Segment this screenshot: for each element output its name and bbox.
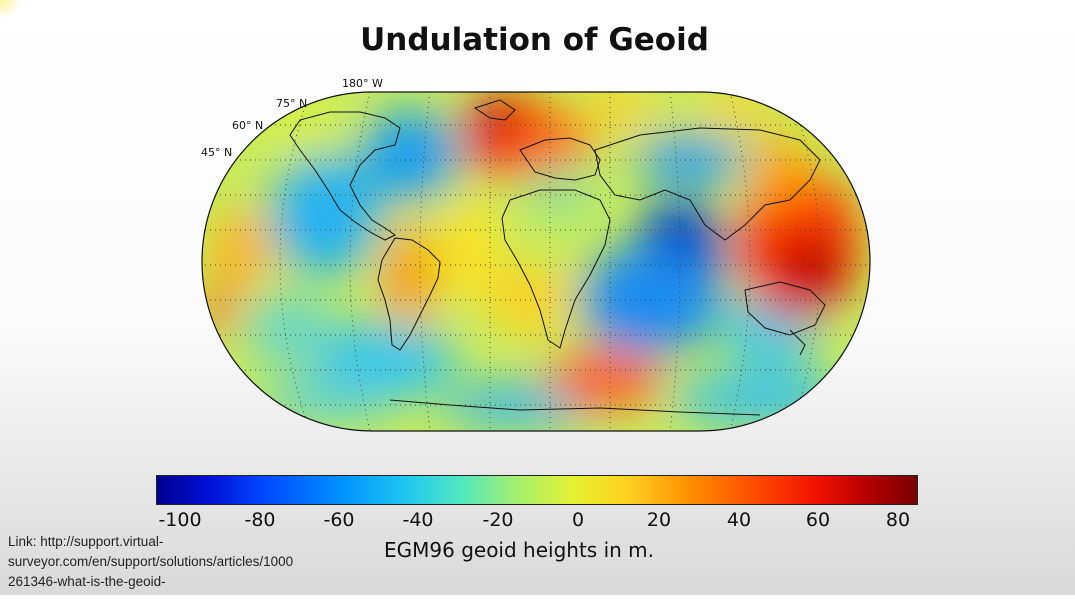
source-link-line[interactable]: surveyor.com/en/support/solutions/articl… bbox=[8, 554, 294, 569]
colorbar-tick: 20 bbox=[646, 509, 672, 531]
longitude-label: 180° W bbox=[342, 77, 383, 90]
colorbar-tick: 60 bbox=[805, 509, 831, 531]
map-border bbox=[201, 91, 871, 432]
coastlines bbox=[289, 99, 826, 416]
colorbar-tick: -20 bbox=[482, 509, 514, 531]
colorbar-tick: -40 bbox=[402, 509, 434, 531]
colorbar-tick: 40 bbox=[726, 509, 752, 531]
graticule bbox=[202, 92, 870, 431]
source-link-line[interactable]: Link: http://support.virtual- bbox=[8, 534, 164, 549]
latitude-label-60: 60° N bbox=[232, 119, 264, 132]
geoid-field bbox=[202, 92, 870, 431]
latitude-label-45: 45° N bbox=[201, 146, 233, 159]
colorbar-tick: 0 bbox=[571, 509, 585, 531]
colorbar-label: EGM96 geoid heights in m. bbox=[384, 538, 654, 562]
colorbar-tick: -60 bbox=[323, 509, 355, 531]
source-link[interactable]: Link: http://support.virtual- surveyor.c… bbox=[8, 532, 378, 592]
latitude-label-75: 75° N bbox=[276, 97, 308, 110]
colorbar-tick: 80 bbox=[885, 509, 911, 531]
colorbar-tick: -80 bbox=[244, 509, 276, 531]
source-link-line[interactable]: 261346-what-is-the-geoid- bbox=[8, 574, 166, 589]
colorbar-tick: -100 bbox=[158, 509, 202, 531]
page-title: Undulation of Geoid bbox=[360, 22, 709, 58]
colorbar bbox=[156, 475, 918, 505]
